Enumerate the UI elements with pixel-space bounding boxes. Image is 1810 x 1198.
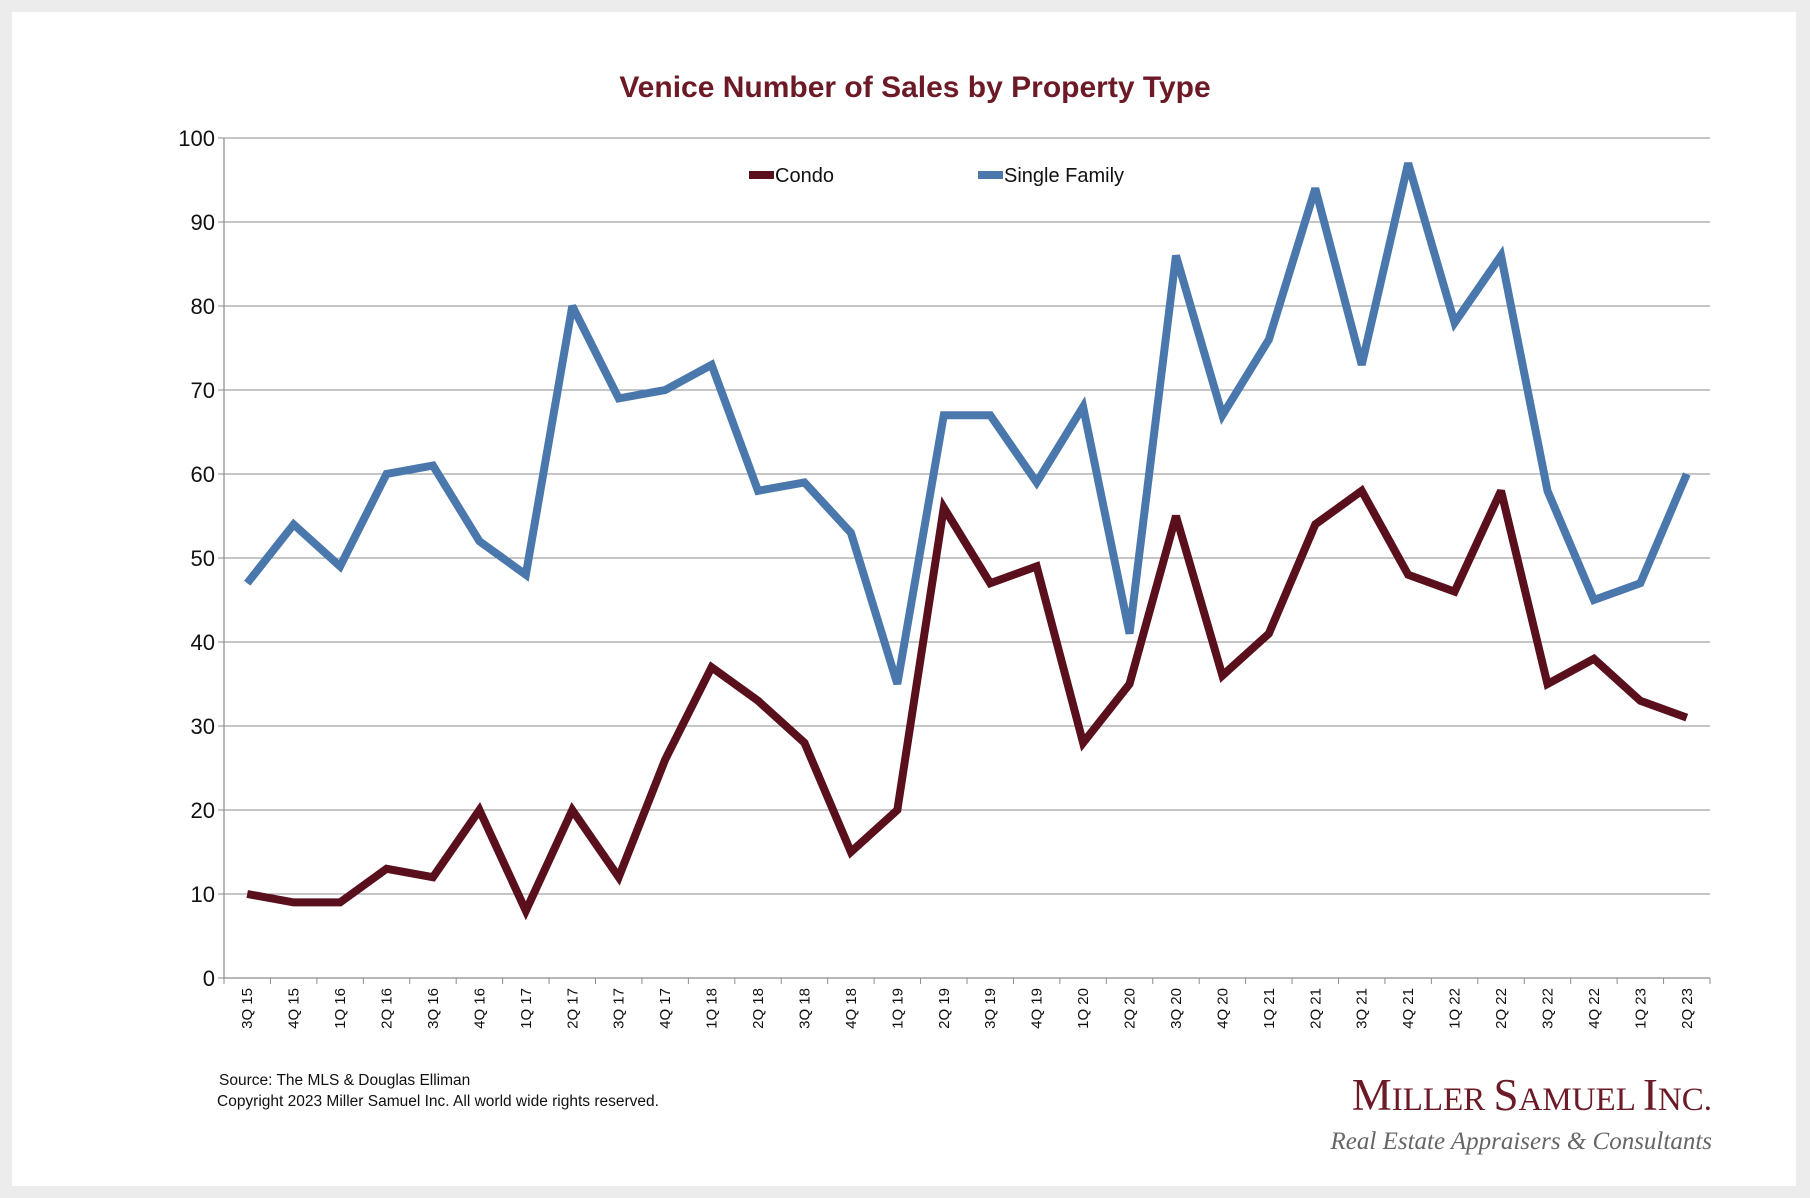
legend-item-single-family: Single Family <box>978 165 1124 187</box>
x-tick-label: 1Q 18 <box>704 988 721 1029</box>
series-line-condo <box>246 484 1689 921</box>
x-tick-label: 2Q 18 <box>750 988 767 1029</box>
chart: Venice Number of Sales by Property Type … <box>178 71 1713 1155</box>
x-tick-label: 2Q 16 <box>379 988 396 1029</box>
x-tick-label: 2Q 20 <box>1122 988 1139 1029</box>
x-tick-label: 1Q 17 <box>518 988 535 1029</box>
x-tick-label: 4Q 22 <box>1586 988 1603 1029</box>
x-tick-label: 1Q 19 <box>889 988 906 1029</box>
x-tick-label: 4Q 18 <box>843 988 860 1029</box>
legend-label-single-family: Single Family <box>1004 165 1124 187</box>
svg-text:MILLER SAMUEL INC.: MILLER SAMUEL INC. <box>1352 1070 1712 1120</box>
y-tick-label: 10 <box>191 882 215 907</box>
x-tick-label: 1Q 20 <box>1075 988 1092 1029</box>
x-tick-label: 4Q 15 <box>286 988 303 1029</box>
series-line-single-family <box>244 162 1691 686</box>
x-tick-label: 4Q 20 <box>1214 988 1231 1029</box>
y-tick-label: 0 <box>203 966 215 991</box>
x-tick-label: 3Q 22 <box>1539 988 1556 1029</box>
x-tick-label: 2Q 17 <box>564 988 581 1029</box>
y-tick-label: 70 <box>191 378 215 403</box>
y-tick-label: 50 <box>191 546 215 571</box>
series-lines <box>244 162 1691 921</box>
copyright-note: Copyright 2023 Miller Samuel Inc. All wo… <box>217 1093 659 1110</box>
axes <box>218 137 1711 984</box>
y-tick-label: 30 <box>191 714 215 739</box>
y-axis-tick-labels: 0 10 20 30 40 50 60 70 80 90 100 <box>178 126 215 991</box>
x-axis-tick-labels: 3Q 15 4Q 15 1Q 16 2Q 16 3Q 16 4Q 16 1Q 17 2Q 17… <box>239 988 1696 1029</box>
miller-samuel-logo: MILLER SAMUEL INC. Real Estate Appraiser… <box>1330 1070 1713 1155</box>
x-tick-label: 1Q 21 <box>1261 988 1278 1029</box>
y-tick-label: 40 <box>191 630 215 655</box>
x-tick-label: 3Q 19 <box>982 988 999 1029</box>
x-tick-label: 1Q 16 <box>332 988 349 1029</box>
x-tick-label: 3Q 17 <box>611 988 628 1029</box>
legend: Condo Single Family <box>749 165 1124 187</box>
x-tick-label: 2Q 23 <box>1679 988 1696 1029</box>
y-tick-label: 60 <box>191 462 215 487</box>
x-tick-label: 3Q 20 <box>1168 988 1185 1029</box>
logo-tagline: Real Estate Appraisers & Consultants <box>1330 1128 1713 1155</box>
y-tick-label: 80 <box>191 294 215 319</box>
x-tick-label: 4Q 21 <box>1400 988 1417 1029</box>
x-tick-label: 1Q 22 <box>1447 988 1464 1029</box>
x-tick-label: 1Q 23 <box>1632 988 1649 1029</box>
legend-label-condo: Condo <box>775 165 834 187</box>
legend-item-condo: Condo <box>749 165 834 187</box>
x-tick-label: 4Q 19 <box>1029 988 1046 1029</box>
chart-title: Venice Number of Sales by Property Type <box>619 71 1210 104</box>
y-tick-label: 90 <box>191 210 215 235</box>
y-tick-label: 20 <box>191 798 215 823</box>
gridlines <box>224 137 1710 895</box>
y-tick-label: 100 <box>178 126 215 151</box>
chart-frame: Venice Number of Sales by Property Type … <box>12 12 1796 1186</box>
x-tick-label: 2Q 19 <box>936 988 953 1029</box>
x-tick-label: 3Q 15 <box>239 988 256 1029</box>
x-tick-label: 3Q 21 <box>1354 988 1371 1029</box>
x-tick-label: 3Q 16 <box>425 988 442 1029</box>
x-tick-label: 2Q 21 <box>1307 988 1324 1029</box>
x-tick-label: 4Q 16 <box>471 988 488 1029</box>
x-tick-label: 2Q 22 <box>1493 988 1510 1029</box>
source-note: Source: The MLS & Douglas Elliman <box>219 1072 470 1089</box>
x-tick-label: 3Q 18 <box>796 988 813 1029</box>
x-tick-label: 4Q 17 <box>657 988 674 1029</box>
